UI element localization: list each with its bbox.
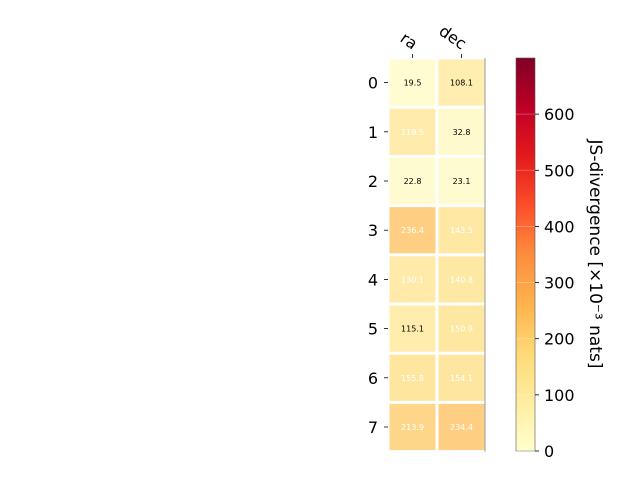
row-label: 3 bbox=[368, 221, 378, 240]
heatmap-cell-r2-c0 bbox=[389, 157, 436, 205]
heatmap-cell-r3-c0 bbox=[389, 207, 436, 254]
cell-value-label: 213.9 bbox=[401, 423, 424, 432]
heatmap-cell-r7-c0 bbox=[389, 403, 436, 451]
cell-value-label: 155.8 bbox=[401, 374, 424, 383]
heatmap-cells bbox=[389, 58, 486, 452]
cell-value-label: 23.1 bbox=[453, 177, 471, 186]
colorbar-tick-label: 300 bbox=[544, 274, 575, 293]
cell-value-label: 19.5 bbox=[404, 79, 422, 88]
colorbar-tick-label: 400 bbox=[544, 217, 575, 236]
cell-value-label: 143.5 bbox=[450, 226, 473, 235]
cell-value-label: 150.9 bbox=[450, 325, 473, 334]
heatmap-cell-r3-c1 bbox=[438, 207, 485, 254]
column-label: dec bbox=[436, 21, 470, 53]
colorbar-tick-label: 600 bbox=[544, 105, 575, 124]
heatmap-cell-r5-c0 bbox=[389, 305, 436, 352]
heatmap-cell-r6-c0 bbox=[389, 354, 436, 401]
colorbar-tick-label: 200 bbox=[544, 330, 575, 349]
heatmap-cell-r5-c1 bbox=[438, 305, 485, 352]
cell-value-label: 234.4 bbox=[450, 423, 473, 432]
colorbar-tick-label: 0 bbox=[544, 442, 554, 461]
colorbar bbox=[515, 57, 536, 452]
heatmap-cell-r4-c1 bbox=[438, 256, 485, 303]
row-label: 4 bbox=[368, 270, 378, 289]
heatmap-cell-r1-c0 bbox=[389, 108, 436, 155]
colorbar-tick-label: 500 bbox=[544, 161, 575, 180]
row-axis: 0 1 2 3 4 5 6 7 bbox=[368, 74, 388, 437]
cell-value-label: 22.8 bbox=[404, 177, 422, 186]
heatmap-cell-r0-c1 bbox=[438, 59, 485, 106]
colorbar-label: JS-divergence [×10⁻³ nats] bbox=[585, 139, 605, 369]
heatmap-cell-r0-c0 bbox=[389, 59, 436, 106]
row-label: 0 bbox=[368, 74, 378, 93]
cell-value-label: 140.8 bbox=[450, 275, 473, 284]
cell-value-label: 115.1 bbox=[401, 325, 424, 334]
row-label: 7 bbox=[368, 418, 378, 437]
column-label: ra bbox=[397, 28, 421, 53]
column-axis: ra dec bbox=[397, 21, 470, 58]
heatmap-cell-r6-c1 bbox=[438, 354, 485, 401]
cell-value-label: 236.4 bbox=[401, 226, 424, 235]
heatmap-cell-r4-c0 bbox=[389, 256, 436, 303]
row-label: 6 bbox=[368, 369, 378, 388]
cell-value-label: 119.5 bbox=[401, 128, 424, 137]
heatmap-cell-labels: 19.5 108.1 119.5 32.8 22.8 23.1 236.4 143.5 130.… bbox=[401, 79, 473, 432]
cell-value-label: 130.1 bbox=[401, 275, 424, 284]
row-label: 1 bbox=[368, 123, 378, 142]
cell-value-label: 154.1 bbox=[450, 374, 473, 383]
row-label: 5 bbox=[368, 320, 378, 339]
cell-value-label: 108.1 bbox=[450, 79, 473, 88]
colorbar-tick-label: 100 bbox=[544, 386, 575, 405]
heatmap-cell-r1-c1 bbox=[438, 108, 485, 155]
cell-value-label: 32.8 bbox=[453, 128, 471, 137]
heatmap-cell-r7-c1 bbox=[438, 403, 485, 451]
colorbar-ticks: 0 100 200 300 400 500 600 bbox=[516, 105, 575, 461]
row-label: 2 bbox=[368, 172, 378, 191]
heatmap-cell-r2-c1 bbox=[438, 157, 485, 205]
